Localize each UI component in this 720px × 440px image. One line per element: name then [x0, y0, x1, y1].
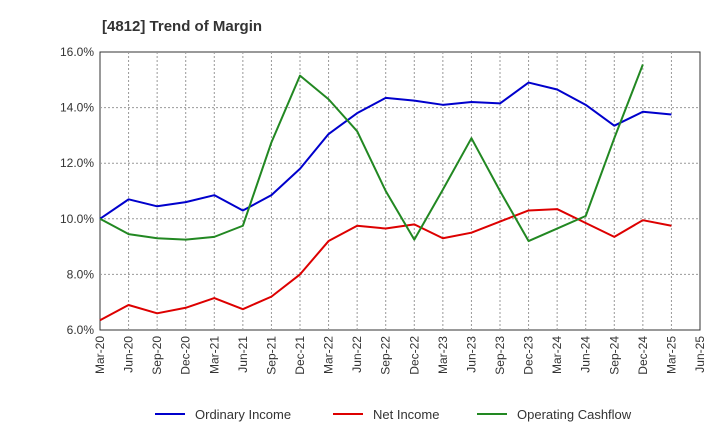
x-tick-label: Dec-23 — [522, 336, 536, 375]
x-tick-label: Mar-25 — [664, 336, 678, 374]
x-tick-label: Mar-20 — [93, 336, 107, 374]
x-tick-label: Sep-21 — [264, 336, 278, 375]
y-tick-label: 14.0% — [60, 101, 94, 115]
x-tick-label: Jun-20 — [122, 336, 136, 373]
x-tick-label: Dec-20 — [179, 336, 193, 375]
plot-area — [99, 51, 701, 331]
series-line — [99, 208, 672, 322]
y-tick-label: 12.0% — [60, 156, 94, 170]
chart-title: [4812] Trend of Margin — [102, 18, 262, 35]
x-tick-label: Sep-20 — [150, 336, 164, 375]
legend-label: Net Income — [373, 407, 439, 422]
series-lines — [99, 64, 672, 322]
y-tick-label: 6.0% — [67, 323, 95, 337]
y-tick-label: 10.0% — [60, 212, 94, 226]
series-line — [99, 81, 672, 220]
legend-label: Ordinary Income — [195, 407, 291, 422]
x-tick-label: Dec-22 — [407, 336, 421, 375]
x-tick-label: Mar-24 — [550, 336, 564, 374]
x-tick-label: Mar-21 — [207, 336, 221, 374]
x-tick-label: Jun-22 — [350, 336, 364, 373]
x-tick-label: Sep-24 — [607, 336, 621, 375]
x-tick-label: Jun-25 — [693, 336, 707, 373]
x-tick-label: Dec-21 — [293, 336, 307, 375]
legend: Ordinary Income Net Income Operating Cashf… — [155, 407, 632, 422]
x-tick-label: Mar-23 — [436, 336, 450, 374]
x-tick-label: Jun-23 — [464, 336, 478, 373]
x-tick-label: Sep-23 — [493, 336, 507, 375]
legend-label: Operating Cashflow — [517, 407, 632, 422]
x-tick-label: Sep-22 — [379, 336, 393, 375]
series-line — [99, 64, 644, 243]
x-tick-label: Jun-24 — [579, 336, 593, 373]
x-axis: Mar-20 Jun-20 Sep-20 Dec-20 Mar-21 Jun-21 Sep-… — [93, 336, 707, 375]
x-tick-label: Mar-22 — [322, 336, 336, 374]
y-tick-label: 16.0% — [60, 45, 94, 59]
x-tick-label: Dec-24 — [636, 336, 650, 375]
y-axis: 6.0% 8.0% 10.0% 12.0% 14.0% 16.0% — [60, 45, 94, 337]
x-tick-label: Jun-21 — [236, 336, 250, 373]
grid-lines — [100, 52, 700, 330]
y-tick-label: 8.0% — [67, 267, 95, 281]
